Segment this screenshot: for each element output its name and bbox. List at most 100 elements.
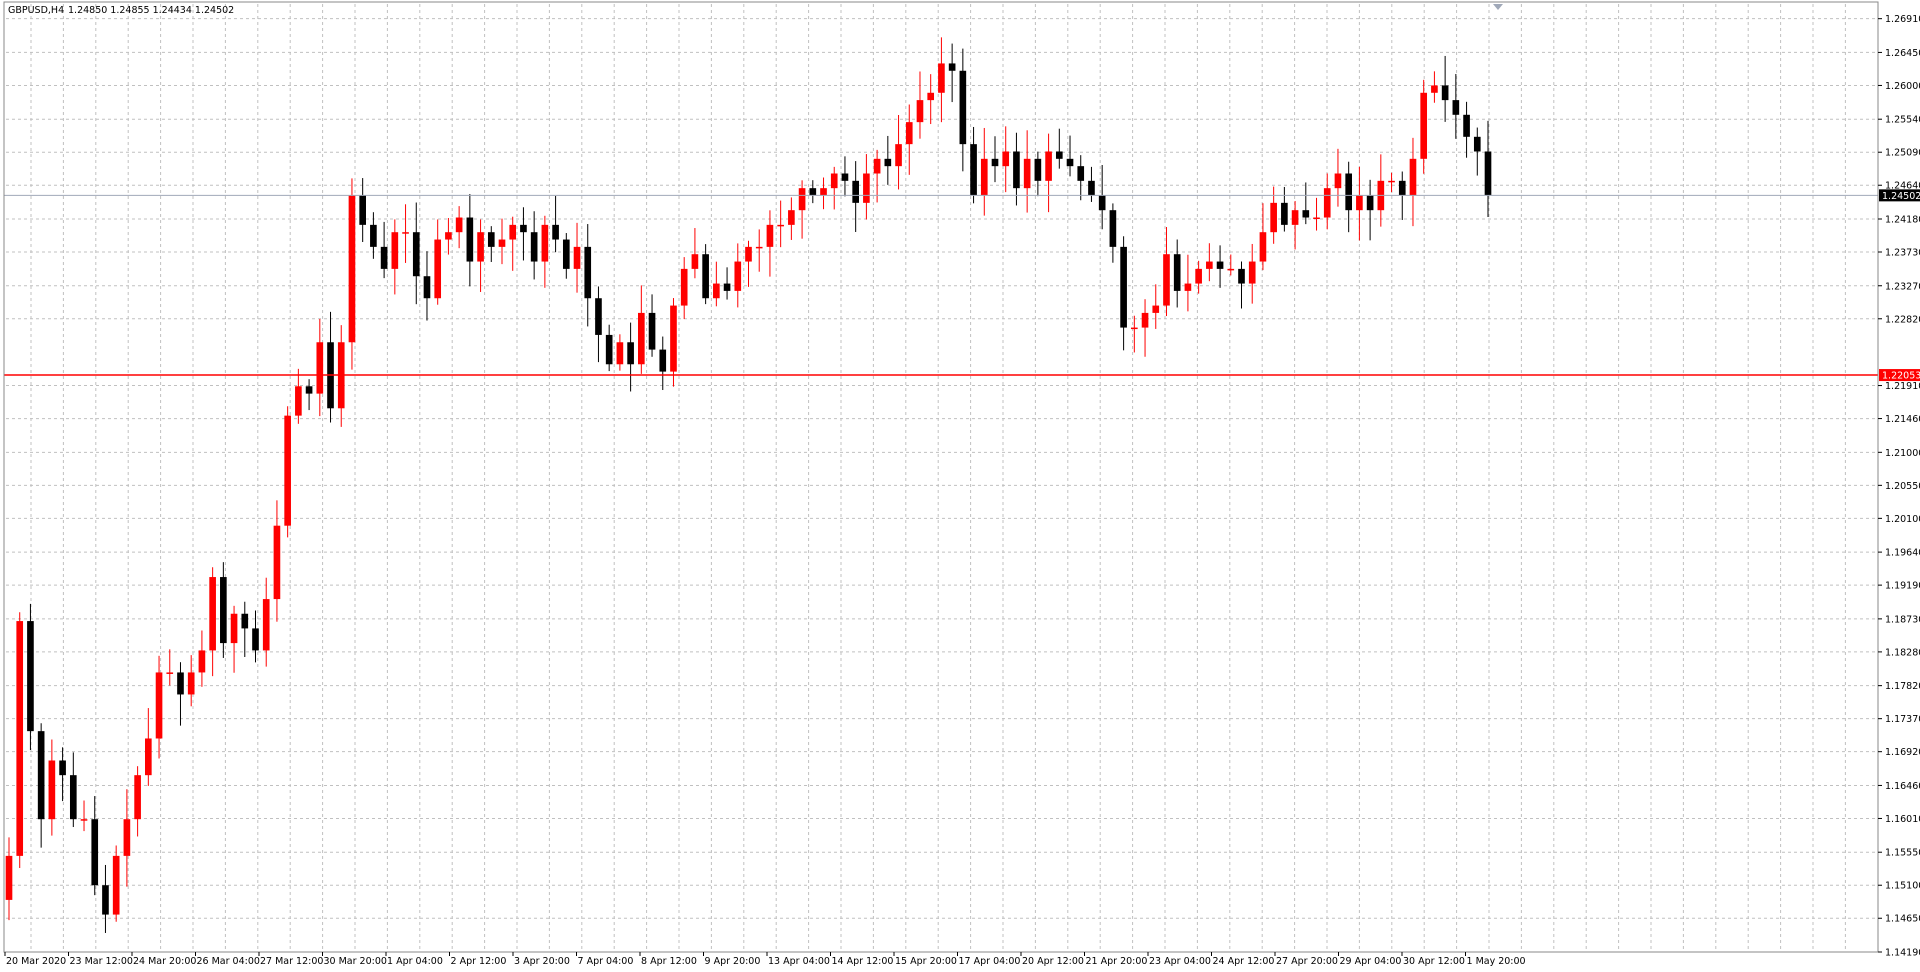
candle-body-bull — [1356, 195, 1363, 211]
price-tick-label: 1.21000 — [1885, 448, 1920, 459]
candle-body-bull — [16, 621, 24, 856]
time-label: 30 Apr 12:00 — [1403, 956, 1465, 967]
candle-body-bull — [1313, 217, 1320, 220]
candle-body-bear — [1034, 158, 1042, 181]
candle-body-bear — [627, 342, 634, 365]
candle-body-bear — [1055, 151, 1063, 159]
price-tick-label: 1.25090 — [1885, 148, 1920, 159]
candle-body-bear — [412, 232, 420, 277]
candle-body-bear — [605, 334, 613, 365]
candle-body-bull — [348, 195, 356, 343]
candle-body-bear — [1238, 268, 1245, 284]
candle-body-bull — [145, 738, 152, 776]
candle-body-bull — [1131, 327, 1138, 330]
candle-body-bull — [788, 210, 795, 225]
candle-body-bull — [1152, 305, 1160, 313]
candle-body-bull — [713, 283, 720, 299]
price-tick-label: 1.26450 — [1885, 48, 1920, 59]
candle-body-bear — [305, 386, 313, 394]
candle-body-bear — [852, 180, 859, 203]
candle-body-bull — [1227, 268, 1235, 271]
price-tick-label: 1.21460 — [1885, 414, 1920, 425]
scroll-marker-icon[interactable] — [1493, 4, 1503, 10]
symbol-label: GBPUSD,H4 — [8, 5, 64, 16]
candle-body-bull — [573, 246, 581, 269]
candle-body-bear — [1302, 210, 1310, 218]
price-tick-label: 1.16010 — [1885, 814, 1920, 825]
candle-body-bear — [948, 63, 956, 71]
candle-body-bull — [80, 819, 88, 821]
time-label: 9 Apr 20:00 — [705, 956, 761, 967]
candle-body-bull — [1291, 210, 1299, 225]
candle-body-bear — [1473, 136, 1481, 152]
time-label: 3 Apr 20:00 — [514, 956, 570, 967]
level-price-box — [1879, 369, 1920, 382]
ohlc-readout: 1.24850 1.24855 1.24434 1.24502 — [68, 5, 234, 16]
candle-body-bull — [777, 224, 784, 227]
time-label: 15 Apr 20:00 — [895, 956, 957, 967]
candle-body-bull — [391, 232, 399, 269]
candle-body-bear — [884, 158, 892, 167]
candle-body-bull — [48, 760, 56, 820]
candle-body-bull — [820, 188, 827, 196]
candle-body-bear — [1077, 166, 1085, 181]
candle-body-bear — [380, 246, 388, 269]
bid-price-label: 1.24502 — [1882, 191, 1920, 202]
candle-body-bull — [134, 775, 141, 820]
candle-body-bear — [1216, 261, 1224, 269]
time-label: 21 Apr 20:00 — [1086, 956, 1148, 967]
candle-body-bull — [1409, 158, 1417, 196]
time-label: 30 Mar 20:00 — [324, 956, 387, 967]
candle-body-bull — [316, 342, 324, 394]
candle-body-bear — [487, 232, 495, 247]
candle-body-bull — [123, 819, 131, 856]
candle-body-bear — [1398, 180, 1406, 196]
candle-body-bear — [252, 628, 259, 651]
candle-body-bull — [5, 855, 13, 900]
candle-body-bull — [477, 232, 484, 262]
price-tick-label: 1.15550 — [1885, 848, 1920, 859]
candle-body-bear — [359, 195, 366, 225]
candle-body-bear — [1013, 151, 1020, 189]
candle-body-bear — [177, 672, 184, 695]
candle-body-bear — [959, 70, 967, 145]
candle-body-bull — [455, 217, 463, 233]
price-tick-label: 1.17370 — [1885, 714, 1920, 725]
candle-body-bull — [166, 672, 174, 674]
candle-body-bull — [295, 386, 302, 416]
candle-body-bull — [209, 577, 216, 651]
price-tick-label: 1.21910 — [1885, 381, 1920, 392]
candle-body-bear — [102, 885, 109, 915]
candle-body-bull — [509, 224, 517, 240]
candle-body-bull — [1431, 85, 1438, 93]
time-label: 8 Apr 12:00 — [641, 956, 697, 967]
plot-border — [3, 1, 1879, 953]
time-label: 17 Apr 04:00 — [959, 956, 1021, 967]
time-label: 20 Mar 2020 — [6, 956, 66, 967]
candle-body-bear — [69, 775, 77, 820]
candle-body-bear — [466, 217, 474, 262]
price-tick-label: 1.20100 — [1885, 514, 1920, 525]
candle-body-bear — [702, 254, 709, 299]
candle-body-bull — [895, 144, 902, 167]
price-tick-label: 1.24640 — [1885, 181, 1920, 192]
candle-body-bull — [680, 268, 688, 306]
candle-body-bear — [841, 173, 849, 181]
candle-body-bull — [1195, 268, 1202, 284]
candle-body-bull — [830, 173, 838, 189]
candle-body-bull — [112, 855, 120, 915]
candle-body-bear — [1120, 246, 1127, 328]
candle-body-bull — [734, 261, 742, 291]
candle-body-bear — [370, 224, 377, 247]
candle-body-bull — [1248, 261, 1256, 284]
candle-body-bear — [1463, 114, 1470, 137]
candle-body-bull — [262, 599, 270, 651]
candle-body-bull — [273, 525, 281, 600]
price-tick-label: 1.23270 — [1885, 281, 1920, 292]
time-label: 27 Apr 20:00 — [1276, 956, 1338, 967]
time-label: 29 Apr 04:00 — [1340, 956, 1402, 967]
candle-body-bear — [1173, 254, 1181, 291]
candle-body-bull — [1002, 151, 1010, 167]
candle-body-bull — [187, 672, 195, 695]
